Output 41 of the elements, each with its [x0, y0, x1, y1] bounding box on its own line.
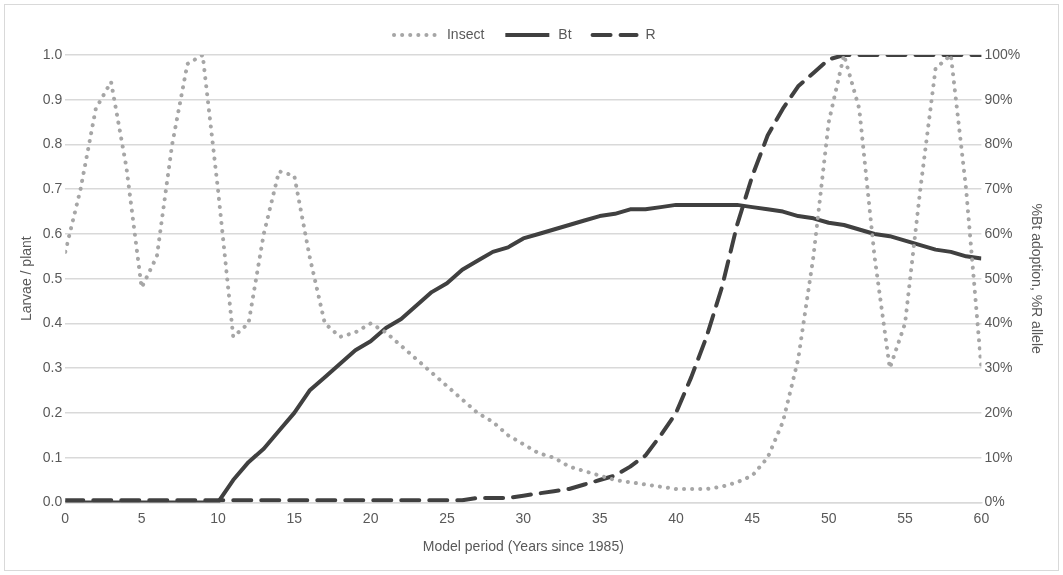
x-tick-label: 30	[515, 509, 532, 526]
x-tick-label: 35	[591, 509, 608, 526]
y-tick-label: 0.4	[42, 314, 63, 331]
x-tick-label: 50	[820, 509, 837, 526]
y-tick-label: 0.5	[42, 269, 63, 286]
y2-tick-label: 80%	[984, 135, 1013, 152]
y2-tick-label: 60%	[984, 224, 1013, 241]
x-tick-label: 45	[744, 509, 761, 526]
y2-axis-title: %Bt adoption, %R allele	[1028, 203, 1045, 355]
x-tick-label: 0	[61, 509, 70, 526]
legend-label: R	[645, 25, 656, 42]
y-tick-label: 0.1	[42, 448, 63, 465]
y2-tick-label: 50%	[984, 269, 1013, 286]
y2-tick-label: 20%	[984, 403, 1013, 420]
y-tick-label: 0.2	[42, 403, 63, 420]
y2-tick-label: 70%	[984, 180, 1013, 197]
x-tick-label: 20	[362, 509, 379, 526]
x-tick-label: 55	[897, 509, 914, 526]
legend-label: Insect	[446, 25, 485, 42]
y-tick-label: 0.3	[42, 359, 63, 376]
y2-tick-label: 90%	[984, 90, 1013, 107]
x-tick-label: 25	[439, 509, 455, 526]
y2-tick-label: 40%	[984, 314, 1013, 331]
y2-tick-label: 0%	[984, 493, 1005, 510]
y2-tick-label: 30%	[984, 359, 1013, 376]
x-tick-label: 60	[973, 509, 990, 526]
y-tick-label: 0.9	[42, 90, 63, 107]
x-tick-label: 15	[286, 509, 303, 526]
x-axis-title: Model period (Years since 1985)	[422, 538, 624, 555]
y-tick-label: 1.0	[42, 45, 63, 62]
x-tick-label: 5	[137, 509, 146, 526]
y2-tick-label: 10%	[984, 448, 1013, 465]
y-axis-title: Larvae / plant	[18, 236, 35, 322]
y2-tick-label: 100%	[984, 45, 1021, 62]
x-tick-label: 10	[210, 509, 226, 526]
y-tick-label: 0.6	[42, 224, 63, 241]
legend-label: Bt	[558, 25, 572, 42]
y-tick-label: 0.8	[42, 135, 63, 152]
x-tick-label: 40	[668, 509, 685, 526]
y-tick-label: 0.7	[42, 180, 63, 197]
y-tick-label: 0.0	[42, 493, 63, 510]
